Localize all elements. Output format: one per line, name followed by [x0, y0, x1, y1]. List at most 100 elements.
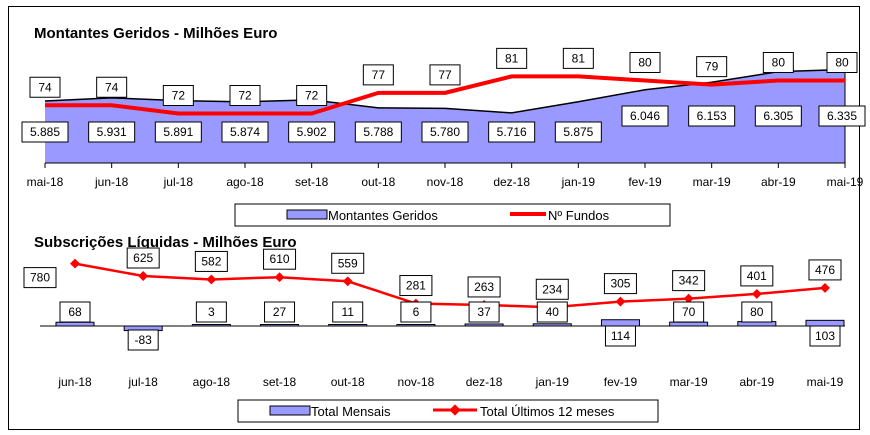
12m-value-label-box	[808, 259, 842, 281]
chart2-x-tick-label: jul-18	[128, 375, 159, 389]
mensais-value-label-box	[468, 301, 500, 323]
fundos-value-label-box	[562, 47, 594, 69]
chart1-title: Montantes Geridos - Milhões Euro	[34, 25, 277, 42]
fundos-value-label-text: 79	[705, 60, 719, 74]
chart1-legend: Montantes Geridos Nº Fundos	[234, 203, 671, 227]
12m-value-label-box	[331, 252, 365, 274]
fundos-value-label: 74	[29, 76, 61, 98]
fundos-value-label: 77	[362, 64, 394, 86]
mensais-value-label: 6	[400, 301, 432, 323]
12m-value-label: 780	[23, 267, 57, 289]
12m-marker	[342, 276, 353, 287]
montantes-value-label: 5.891	[154, 121, 202, 143]
montantes-value-label: 5.780	[421, 121, 469, 143]
fundos-value-label: 72	[162, 85, 194, 106]
montantes-value-label-box	[221, 121, 269, 143]
fundos-value-label: 72	[296, 85, 328, 106]
mensais-value-label: 11	[332, 301, 364, 323]
fundos-value-label-box	[826, 52, 858, 73]
fundos-value-label: 80	[629, 52, 661, 73]
mensais-value-label-text: 3	[208, 305, 215, 319]
montantes-value-label-box	[488, 121, 536, 143]
mensais-value-label-text: 68	[68, 305, 82, 319]
fundos-value-label-box	[762, 52, 794, 73]
fundos-value-label-text: 72	[172, 89, 186, 103]
montantes-value-label: 5.716	[488, 121, 536, 143]
chart2-x-tick-label: mar-19	[670, 375, 708, 389]
montantes-value-label-text: 5.891	[163, 125, 193, 139]
mensais-value-label-box	[400, 301, 432, 323]
mensais-bar	[464, 323, 504, 327]
12m-value-label-text: 281	[406, 279, 426, 293]
legend-12m-marker	[449, 404, 461, 416]
chart2-legend: Total Mensais Total Últimos 12 meses	[237, 399, 659, 423]
montantes-value-label: 6.335	[818, 105, 866, 127]
mensais-value-label-text: -83	[135, 333, 153, 347]
mensais-value-label: 27	[264, 301, 296, 323]
12m-value-label-text: 263	[474, 280, 494, 294]
12m-marker	[820, 282, 830, 293]
12m-value-label: 281	[399, 275, 433, 297]
12m-value-label: 263	[467, 276, 501, 298]
montantes-value-label-text: 5.780	[430, 125, 460, 139]
12m-value-label-box	[672, 270, 706, 292]
12m-value-label: 610	[263, 248, 297, 270]
legend-fundos-label: Nº Fundos	[548, 208, 610, 223]
montantes-value-label-text: 6.335	[827, 109, 857, 123]
chart1-x-tick-label: abr-19	[761, 175, 796, 189]
12m-value-label-box	[399, 275, 433, 297]
montantes-value-label-box	[554, 121, 602, 143]
montantes-value-label-text: 6.046	[630, 109, 660, 123]
mensais-value-label-text: 37	[477, 305, 491, 319]
legend-mensais-swatch	[269, 405, 311, 416]
12m-value-label-box	[603, 273, 637, 295]
12m-value-label-text: 234	[542, 282, 562, 296]
12m-value-label-box	[535, 278, 569, 300]
fundos-value-label-box	[362, 64, 394, 86]
mensais-bar	[532, 323, 572, 327]
montantes-value-label-box	[754, 105, 802, 127]
montantes-value-label-box	[421, 121, 469, 143]
12m-marker	[751, 288, 762, 299]
montantes-value-label-text: 5.788	[363, 125, 393, 139]
mensais-value-label-text: 40	[546, 305, 560, 319]
mensais-value-label-text: 27	[273, 305, 287, 319]
mensais-value-label-text: 80	[750, 305, 764, 319]
chart2-x-tick-label: abr-19	[739, 375, 774, 389]
fundos-value-label: 72	[229, 85, 261, 106]
fundos-value-label-box	[296, 85, 328, 106]
montantes-value-label-text: 5.875	[563, 125, 593, 139]
12m-marker	[70, 258, 80, 269]
fundos-value-label: 81	[562, 47, 594, 69]
12m-value-label: 401	[740, 265, 774, 287]
mensais-value-label: 68	[59, 301, 91, 323]
legend-12m-label: Total Últimos 12 meses	[480, 404, 615, 419]
chart1-x-tick-label: jul-18	[163, 175, 194, 189]
fundos-value-label-text: 81	[505, 51, 519, 65]
mensais-bar	[55, 321, 95, 327]
montantes-value-label-text: 5.885	[30, 125, 60, 139]
chart2-x-tick-label: fev-19	[604, 375, 638, 389]
mensais-bar	[669, 321, 709, 327]
12m-line	[74, 262, 826, 309]
12m-value-label-text: 582	[201, 254, 221, 268]
montantes-value-label: 5.885	[21, 121, 69, 143]
chart2-x-tick-label: out-18	[331, 375, 365, 389]
mensais-value-label: 3	[195, 301, 227, 323]
mensais-bar	[600, 319, 640, 327]
mensais-value-label: 37	[468, 301, 500, 323]
mensais-value-label-box	[604, 325, 636, 347]
fundos-value-label-text: 77	[438, 68, 452, 82]
fundos-value-label: 80	[826, 52, 858, 73]
montantes-value-label-box	[154, 121, 202, 143]
fundos-value-label-text: 81	[572, 51, 586, 65]
12m-value-label-text: 559	[338, 256, 358, 270]
12m-value-label-box	[467, 276, 501, 298]
montantes-value-label-text: 5.716	[497, 125, 527, 139]
montantes-value-label: 6.305	[754, 105, 802, 127]
12m-value-label-box	[126, 247, 160, 269]
mensais-bar	[805, 319, 845, 327]
mensais-value-label-text: 103	[815, 329, 835, 343]
mensais-bar	[396, 324, 436, 327]
fundos-value-label: 79	[696, 56, 728, 78]
